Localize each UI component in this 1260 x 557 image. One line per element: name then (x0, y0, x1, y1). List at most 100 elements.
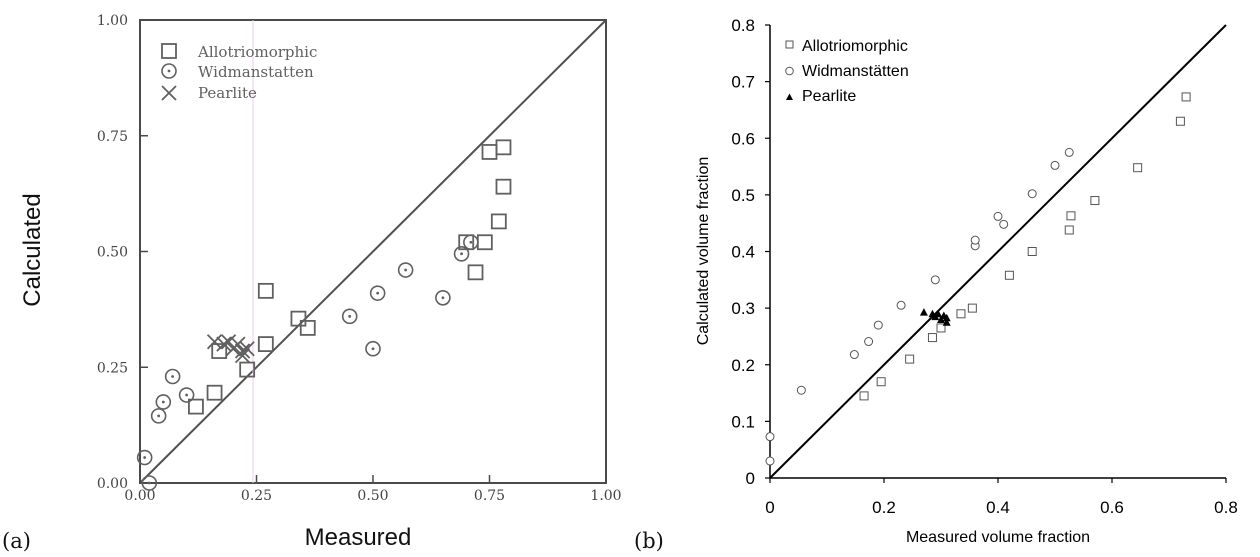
panel-a-y-tick-label: 0.75 (97, 129, 128, 145)
panel-b-y-tick-label: 0.7 (731, 73, 755, 92)
panel-a-point-ring (397, 262, 414, 278)
panel-a-point-widmanstatten (341, 308, 358, 325)
panel-a-ticks: 0.000.00 0.25 0.25 0.50 0.50 0.75 0.75 1.00 1.00 (97, 13, 622, 504)
panel-a-point-pearlite (220, 334, 237, 350)
panel-a-point-allotriomorphic (481, 144, 498, 160)
panel-a-point-ring (155, 394, 172, 410)
panel-a-point-dot (441, 296, 445, 300)
panel-a-point-widmanstatten (150, 408, 167, 424)
panel-a-point-ring (341, 308, 358, 325)
panel-a-y-tick-label: 1.00 (97, 13, 128, 29)
panel-a-point-ring (463, 234, 479, 251)
panel-a-point-allotriomorphic (239, 361, 256, 378)
panel-a-y-tick-label: 0.25 (97, 360, 128, 376)
panel-b-y-tick-label: 0.6 (731, 129, 755, 148)
panel-b-y-tick-label: 0.3 (731, 299, 755, 318)
panel-b-point-allotriomorphic (876, 377, 886, 387)
panel-a-point-dot (143, 456, 147, 459)
panel-b-reference-line (769, 24, 1227, 479)
panel-a-point-ring (178, 387, 195, 403)
panel-a-point-widmanstatten (397, 262, 414, 278)
panel-a-point-ring (141, 475, 158, 491)
panel-b-point-allotriomorphic (1004, 270, 1014, 280)
panel-b-point-allotriomorphic (1064, 225, 1074, 235)
panel-b-y-tick-label: 0.4 (731, 243, 755, 262)
panel-a-point-allotriomorphic (467, 264, 484, 281)
panel-b-legend: Allotriomorphic Widmanstätten Pearlite (785, 38, 909, 105)
panel-a-point-allotriomorphic (206, 384, 223, 401)
panel-a-point-ring (453, 246, 470, 262)
legend-a-circle-dot (167, 69, 171, 73)
panel-a-point-widmanstatten (136, 449, 153, 466)
panel-a-point-widmanstatten (155, 394, 172, 410)
legend-a-label-widmanstatten: Widmanstatten (198, 63, 314, 81)
panel-b-point-allotriomorphic (1027, 247, 1037, 256)
panel-a-y-axis-label: Calculated (19, 193, 46, 306)
panel-a-point-allotriomorphic (211, 343, 228, 359)
panel-a-point-widmanstatten (141, 475, 158, 491)
panel-a-point-widmanstatten (435, 289, 451, 306)
panel-b-point-allotriomorphic (1175, 116, 1185, 126)
panel-b-point-allotriomorphic (859, 391, 869, 401)
panel-a-point-pearlite (234, 343, 251, 359)
panel-b-point-widmanstatten (1064, 147, 1074, 157)
panel-a-y-tick-label: 0.00 (97, 476, 128, 492)
panel-a-point-allotriomorphic (476, 234, 493, 251)
panel-b-point-widmanstatten (1050, 160, 1060, 170)
panel-b-point-allotriomorphic (967, 303, 977, 313)
panel-a-point-widmanstatten (453, 246, 470, 262)
panel-b-marks (765, 92, 1191, 466)
panel-a-label: (a) (2, 529, 31, 553)
panel-b-x-tick-label: 0 (765, 498, 774, 517)
panel-a-point-dot (157, 414, 161, 418)
panel-a-point-pearlite (216, 336, 232, 352)
panel-a-point-dot (460, 252, 463, 256)
panel-a-x-tick-label: 0.25 (241, 488, 272, 504)
panel-a-point-allotriomorphic (495, 139, 512, 156)
panel-a-point-widmanstatten (365, 340, 381, 357)
panel-a-x-tick-label: 0.00 (124, 488, 155, 504)
panel-a-point-ring (369, 285, 386, 301)
panel-b-point-pearlite (942, 313, 951, 322)
panel-a-point-allotriomorphic (188, 398, 204, 415)
panel-b-point-allotriomorphic (1090, 196, 1100, 206)
panel-b-point-allotriomorphic (956, 309, 966, 319)
panel-a-point-ring (435, 289, 451, 306)
panel-b: 0 0.2 0.4 0.6 0.8 0 0.1 0.2 0.3 0.4 0.5 0.6 0.7 0.8 A… (634, 16, 1238, 553)
panel-a-point-widmanstatten (463, 234, 479, 251)
panel-a-point-pearlite (230, 336, 246, 352)
panel-b-x-tick-label: 0.4 (986, 498, 1010, 517)
panel-b-point-widmanstatten (849, 350, 859, 360)
legend-b-label-widmanstatten: Widmanstätten (802, 63, 909, 80)
panel-a-point-ring (136, 449, 153, 466)
panel-a-x-tick-label: 1.00 (590, 488, 621, 504)
panel-a-point-dot (469, 240, 473, 244)
legend-a-square-marker (161, 43, 177, 59)
panel-a-point-widmanstatten (178, 387, 195, 403)
panel-a-point-allotriomorphic (257, 336, 274, 353)
panel-a-x-tick-label: 0.75 (474, 488, 505, 504)
panel-b-x-tick-label: 0.2 (872, 498, 896, 517)
panel-b-y-tick-label: 0.5 (731, 186, 755, 205)
panel-a-point-ring (164, 368, 181, 385)
panel-a-point-dot (147, 481, 151, 485)
panel-b-y-tick-label: 0 (746, 469, 755, 488)
panel-a-point-widmanstatten (164, 368, 181, 385)
panel-b-x-tick-label: 0.6 (1100, 498, 1124, 517)
panel-a-point-ring (150, 408, 167, 424)
panel-a-point-allotriomorphic (290, 310, 307, 327)
legend-a-circle-marker (161, 63, 177, 79)
panel-a: 0.000.00 0.25 0.25 0.50 0.50 0.75 0.75 1.00 1.00… (2, 13, 622, 553)
panel-a-point-ring (365, 340, 381, 357)
legend-b-label-pearlite: Pearlite (802, 88, 856, 105)
legend-a-label-pearlite: Pearlite (198, 84, 257, 102)
legend-a-label-allotriomorphic: Allotriomorphic (197, 43, 317, 61)
panel-b-point-widmanstatten (765, 456, 775, 466)
panel-b-point-allotriomorphic (1181, 92, 1191, 102)
panel-b-point-widmanstatten (993, 211, 1003, 221)
panel-b-y-tick-label: 0.8 (731, 16, 755, 35)
panel-b-point-pearlite (942, 318, 951, 326)
panel-b-x-axis-label: Measured volume fraction (906, 529, 1090, 546)
legend-b-label-allotriomorphic: Allotriomorphic (802, 38, 908, 55)
panel-b-point-widmanstatten (999, 219, 1009, 229)
